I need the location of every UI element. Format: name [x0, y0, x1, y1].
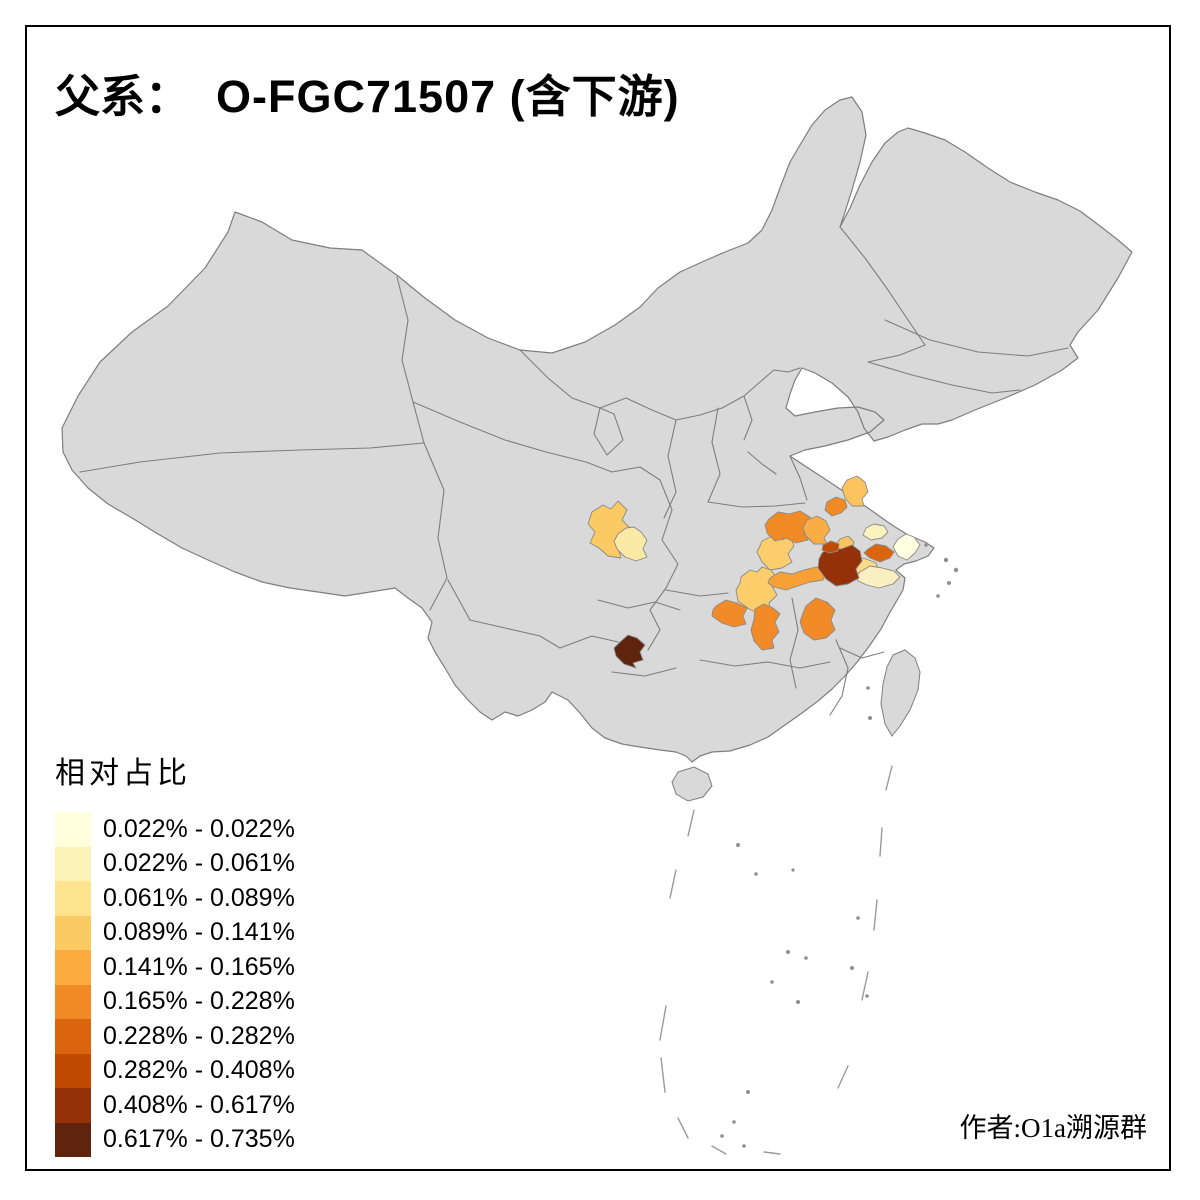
- legend-swatch-10: [55, 1122, 91, 1157]
- map-region-16: [767, 566, 827, 591]
- map-region-13: [892, 533, 921, 561]
- map-region-2: [613, 526, 648, 562]
- coastal-islet: [943, 557, 949, 563]
- map-region-9: [817, 544, 863, 587]
- province-borders: [79, 226, 1069, 716]
- sea-islets: [720, 843, 869, 1148]
- legend-label-1: 0.022% - 0.022%: [103, 814, 295, 843]
- legend-swatch-4: [55, 915, 91, 950]
- map-region-12: [862, 523, 889, 541]
- legend-row: 0.282% - 0.408%: [55, 1053, 295, 1088]
- legend-row: 0.022% - 0.061%: [55, 846, 295, 881]
- map-region-21: [613, 634, 646, 669]
- legend-row: 0.228% - 0.282%: [55, 1019, 295, 1054]
- hainan-island: [671, 766, 713, 802]
- legend-swatch-8: [55, 1053, 91, 1088]
- coastal-islet: [953, 567, 959, 573]
- legend-row: 0.089% - 0.141%: [55, 915, 295, 950]
- title-prefix: 父系：: [55, 72, 191, 122]
- coastal-islet: [936, 594, 940, 598]
- legend-label-3: 0.061% - 0.089%: [103, 883, 295, 912]
- map-region-4: [824, 496, 848, 517]
- legend-swatch-5: [55, 950, 91, 985]
- legend-label-8: 0.282% - 0.408%: [103, 1056, 295, 1085]
- legend-row: 0.022% - 0.022%: [55, 812, 295, 847]
- choropleth-regions: [587, 475, 921, 669]
- legend-row: 0.408% - 0.617%: [55, 1088, 295, 1123]
- legend-label-2: 0.022% - 0.061%: [103, 849, 295, 878]
- legend-label-4: 0.089% - 0.141%: [103, 918, 295, 947]
- legend-swatch-7: [55, 1019, 91, 1054]
- map-region-18: [711, 599, 748, 628]
- legend-swatch-1: [55, 812, 91, 847]
- coastal-islet: [947, 581, 951, 585]
- legend-label-6: 0.165% - 0.228%: [103, 987, 295, 1016]
- map-region-20: [799, 597, 836, 641]
- south-china-sea: [659, 765, 893, 1155]
- map-region-17: [735, 566, 778, 615]
- legend-swatch-6: [55, 984, 91, 1019]
- coastal-islet: [866, 686, 870, 690]
- legend-row: 0.061% - 0.089%: [55, 881, 295, 916]
- credit-text: 作者:O1a溯源群: [959, 1113, 1147, 1143]
- map-region-5: [841, 475, 869, 507]
- legend-row: 0.141% - 0.165%: [55, 950, 295, 985]
- coastal-islet: [868, 716, 872, 720]
- china-mainland: [61, 96, 1133, 763]
- map-region-19: [750, 603, 781, 651]
- taiwan-island: [880, 649, 921, 737]
- nine-dash-line: [659, 765, 893, 1155]
- coastal-islet: [924, 543, 928, 547]
- legend-label-7: 0.228% - 0.282%: [103, 1021, 295, 1050]
- legend-swatch-2: [55, 846, 91, 881]
- legend-swatch-9: [55, 1088, 91, 1123]
- legend-swatch-3: [55, 881, 91, 916]
- legend-label-9: 0.408% - 0.617%: [103, 1090, 295, 1119]
- map-region-11: [863, 543, 895, 563]
- legend-label-10: 0.617% - 0.735%: [103, 1125, 295, 1154]
- map-region-7: [756, 535, 795, 571]
- map-region-6: [802, 515, 831, 545]
- title-main: O-FGC71507 (含下游): [216, 71, 680, 122]
- legend-title: 相对占比: [55, 757, 191, 790]
- legend-row: 0.165% - 0.228%: [55, 984, 295, 1019]
- islands: [671, 543, 959, 802]
- legend-label-5: 0.141% - 0.165%: [103, 952, 295, 981]
- legend: 相对占比 0.022% - 0.022% 0.022% - 0.061% 0.0…: [55, 748, 295, 1157]
- map-region-10: [821, 540, 840, 554]
- page-title: 父系： O-FGC71507 (含下游): [55, 60, 680, 125]
- legend-row: 0.617% - 0.735%: [55, 1122, 295, 1157]
